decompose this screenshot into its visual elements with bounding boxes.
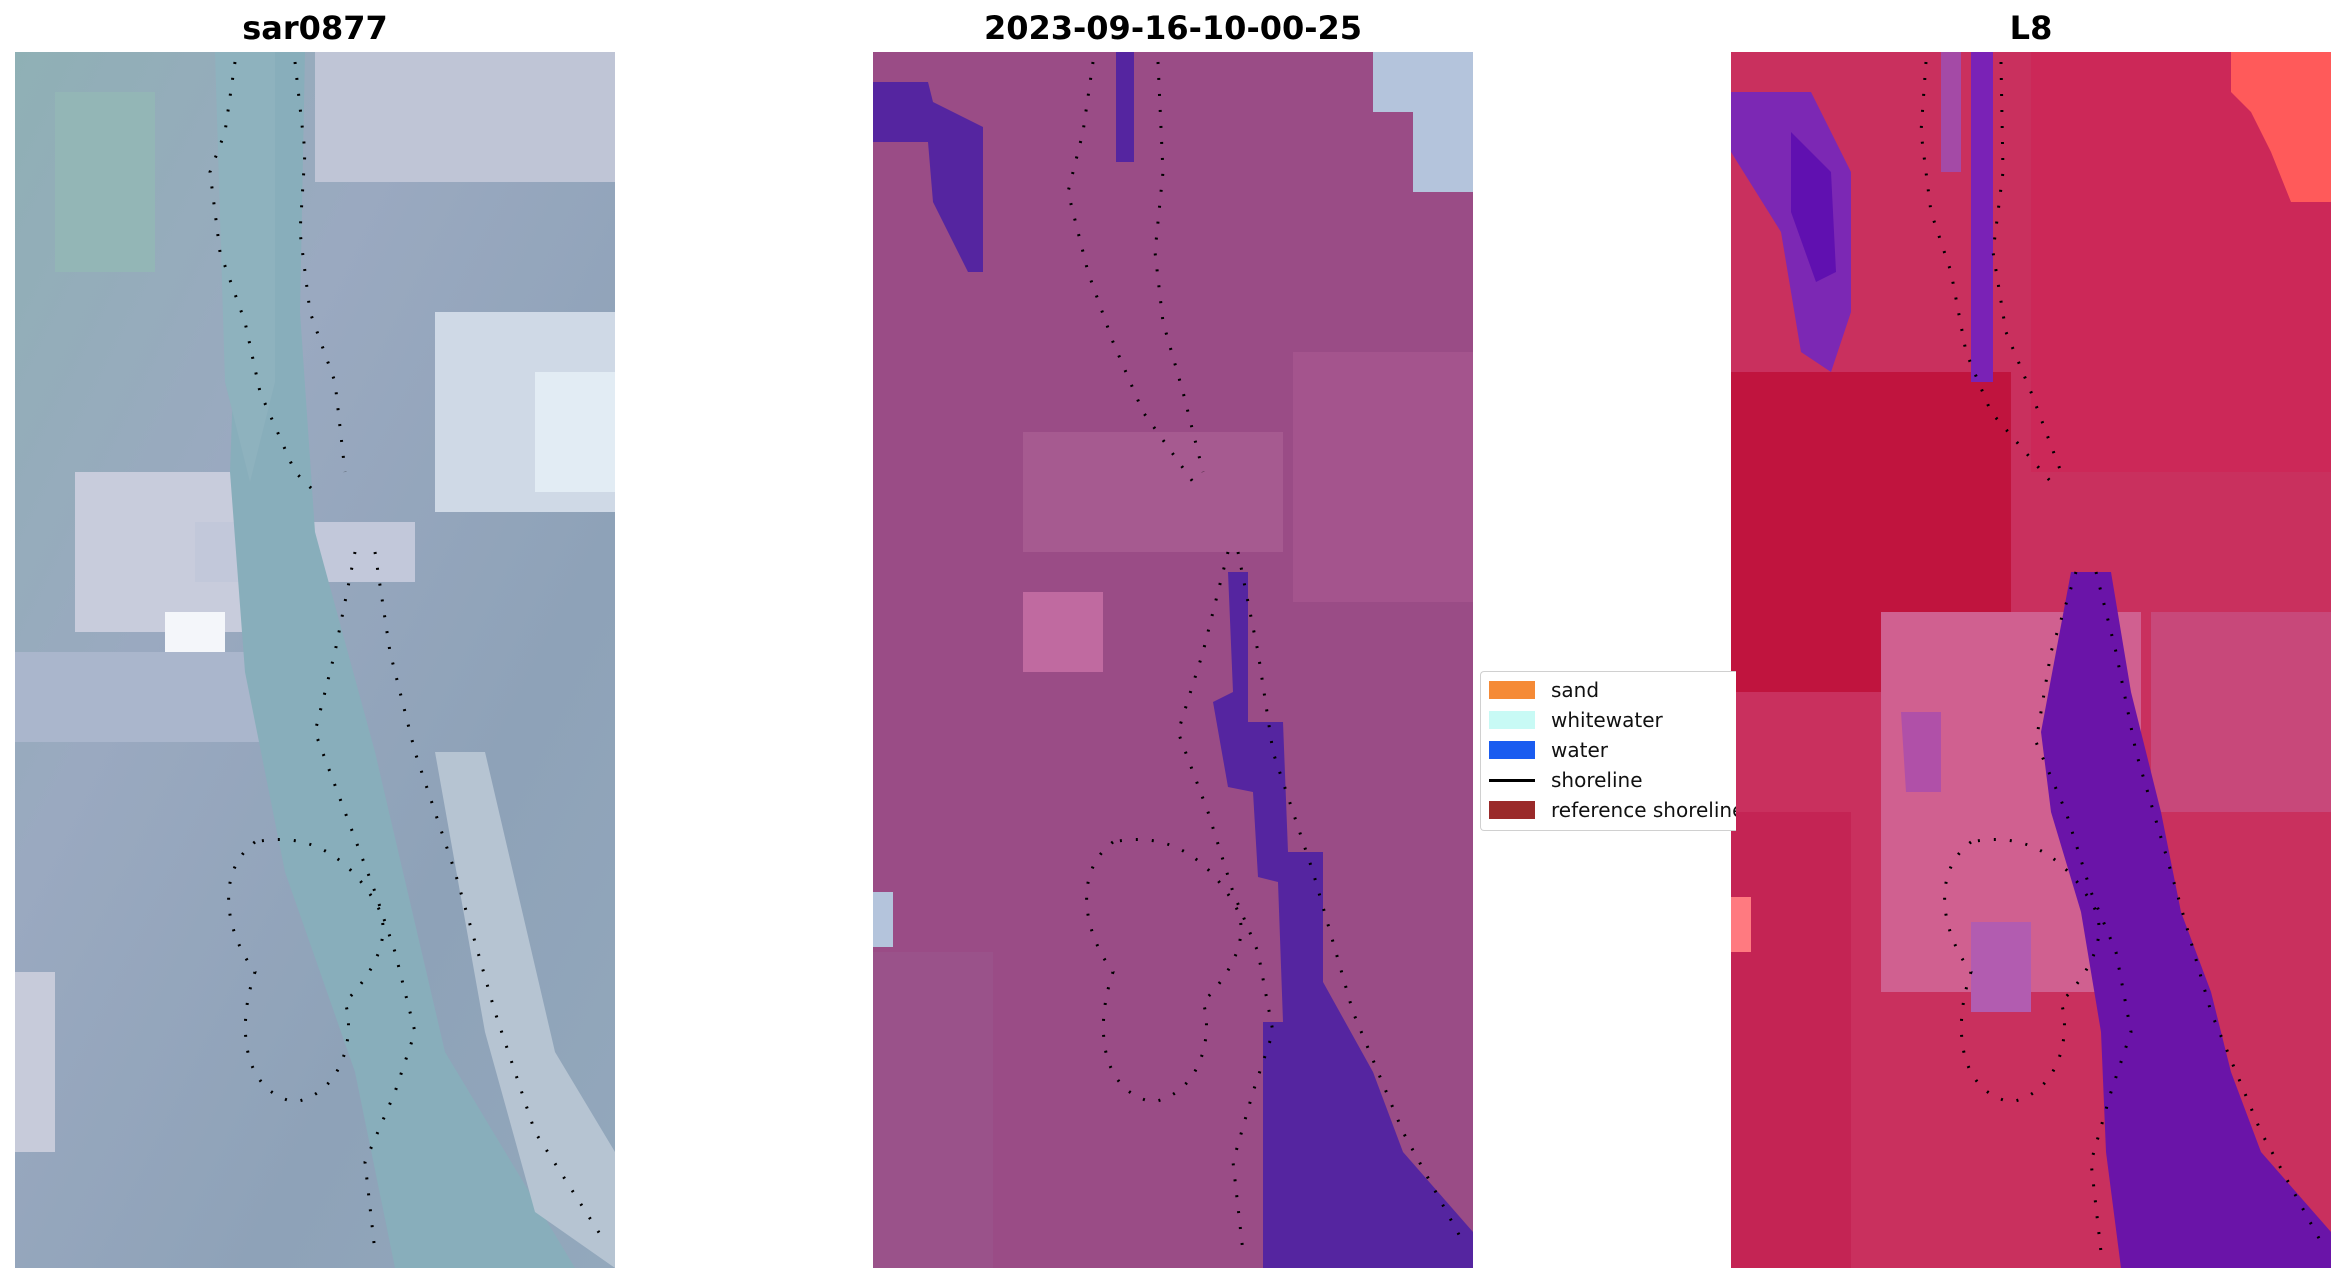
legend-item-water: water: [1489, 736, 1608, 764]
legend: sand whitewater water shoreline referenc…: [1480, 671, 1736, 831]
legend-swatch-reference-shoreline: [1489, 801, 1535, 819]
legend-item-sand: sand: [1489, 676, 1599, 704]
legend-item-reference-shoreline: reference shoreline: [1489, 796, 1736, 824]
mndwi-image: [1731, 52, 2331, 1268]
legend-item-shoreline: shoreline: [1489, 766, 1643, 794]
rgb-image-panel: [15, 52, 615, 1268]
panel-title-mndwi: L8: [2009, 9, 2053, 47]
legend-swatch-whitewater: [1489, 711, 1535, 729]
classified-image-panel: [873, 52, 1473, 1268]
rgb-image: [15, 52, 615, 1268]
legend-label-sand: sand: [1551, 678, 1600, 702]
legend-label-water: water: [1551, 738, 1608, 762]
legend-label-shoreline: shoreline: [1551, 768, 1643, 792]
legend-item-whitewater: whitewater: [1489, 706, 1663, 734]
panel-title-classified: 2023-09-16-10-00-25: [983, 9, 1363, 47]
mndwi-image-panel: [1731, 52, 2331, 1268]
legend-line-shoreline: [1489, 778, 1535, 782]
legend-swatch-water: [1489, 741, 1535, 759]
legend-swatch-sand: [1489, 681, 1535, 699]
legend-label-reference-shoreline: reference shoreline: [1551, 798, 1736, 822]
panel-title-rgb: sar0877: [242, 9, 388, 47]
classified-image: [873, 52, 1473, 1268]
legend-label-whitewater: whitewater: [1551, 708, 1663, 732]
